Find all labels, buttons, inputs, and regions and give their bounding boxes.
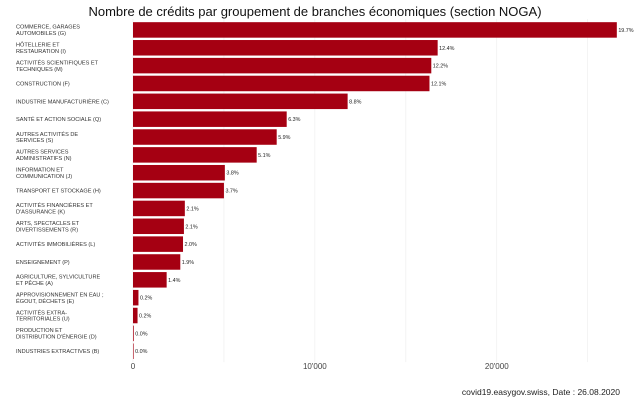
bar (133, 93, 348, 110)
bar-percentage-label: 1.4% (168, 278, 180, 284)
bar-percentage-label: 0.2% (139, 314, 151, 320)
bar (133, 272, 167, 288)
bar-percentage-label: 12.2% (433, 64, 448, 70)
x-tick-label: 0 (131, 362, 136, 371)
bar-percentage-label: 19.7% (618, 28, 633, 34)
x-tick-label: 20'000 (485, 362, 509, 371)
bar-percentage-label: 2.1% (186, 206, 198, 212)
bar (133, 164, 225, 181)
category-label: ENSEIGNEMENT (P) (16, 260, 70, 266)
bar (133, 129, 277, 145)
bar (133, 200, 185, 217)
category-label: ACTIVITÉS SCIENTIFIQUES ET TECHNIQUES (M) (16, 59, 99, 72)
bar-percentage-label: 0.0% (135, 331, 147, 337)
category-label: ARTS, SPECTACLES ET DIVERTISSEMENTS (R) (16, 221, 80, 233)
bar-percentage-label: 6.3% (288, 117, 300, 123)
bar-percentage-label: 5.1% (258, 153, 270, 159)
bar (133, 147, 257, 163)
bar (133, 75, 430, 92)
category-label: COMMERCE, GARAGES AUTOMOBILES (G) (16, 25, 80, 37)
bar (133, 111, 287, 127)
bar (133, 40, 438, 56)
category-label: ACTIVITÉS EXTRA-TERRITORIALES (U) (16, 309, 70, 322)
bar (133, 236, 184, 252)
bar-percentage-label: 0.0% (135, 349, 147, 355)
category-label: TRANSPORT ET STOCKAGE (H) (16, 189, 101, 195)
category-label: INFORMATION ET COMMUNICATION (J) (16, 168, 72, 180)
x-axis-ticks: 0 10'000 20'000 (131, 362, 509, 371)
category-label: INDUSTRIE MANUFACTURIÈRE (C) (16, 98, 109, 105)
bar (133, 182, 224, 199)
category-label: ACTIVITÉS IMMOBILIÈRES (L) (16, 241, 95, 248)
bar-percentage-label: 5.9% (278, 135, 290, 141)
bars: 19.7% 12.4% 12.2% 12.1% 8.8% 6.3% 5.9% 5.1% 3.8%… (133, 22, 634, 359)
bar-percentage-label: 12.4% (439, 46, 454, 52)
category-label: ACTIVITÉS FINANCIÈRES ET D'ASSURANCE (K) (16, 202, 93, 215)
category-label: AUTRES ACTIVITÉS DE SERVICES (S) (16, 131, 78, 144)
chart-title: Nombre de crédits par groupement de bran… (88, 4, 541, 19)
category-label: SANTÉ ET ACTION SOCIALE (Q) (16, 116, 101, 123)
bar-percentage-label: 12.1% (431, 81, 446, 87)
chart-source-footer: covid19.easygov.swiss, Date : 26.08.2020 (462, 387, 620, 397)
category-label: CONSTRUCTION (F) (16, 81, 70, 87)
bar (133, 325, 134, 342)
bar (133, 218, 184, 235)
bar (133, 307, 138, 324)
bar-percentage-label: 2.1% (185, 224, 197, 230)
category-label: PRODUCTION ET DISTRIBUTION D'ÉNERGIE (D) (16, 328, 97, 340)
category-labels: COMMERCE, GARAGES AUTOMOBILES (G) HÔTELLER… (16, 25, 109, 356)
bar (133, 289, 139, 306)
bar-percentage-label: 8.8% (349, 99, 361, 105)
bar-percentage-label: 1.9% (182, 260, 194, 266)
category-label: AUTRES SERVICES ADMINISTRATIFS (N) (16, 150, 72, 162)
bar (133, 254, 181, 270)
bar (133, 57, 432, 74)
category-label: INDUSTRIES EXTRACTIVES (B) (16, 349, 99, 355)
bar-percentage-label: 2.0% (185, 242, 197, 248)
bar-percentage-label: 0.2% (140, 296, 152, 302)
bar (133, 22, 617, 38)
bar-percentage-label: 3.7% (225, 189, 237, 195)
category-label: AGRICULTURE, SYLVICULTURE ET PÊCHE (A) (16, 275, 100, 287)
category-label: HÔTELLERIE ET RESTAURATION (I) (16, 42, 66, 55)
bar (133, 343, 134, 359)
category-label: APPROVISIONNEMENT EN EAU ; ÉGOUT, DÉCHETS… (16, 292, 104, 304)
bar-percentage-label: 3.8% (226, 171, 238, 177)
x-tick-label: 10'000 (303, 362, 327, 371)
